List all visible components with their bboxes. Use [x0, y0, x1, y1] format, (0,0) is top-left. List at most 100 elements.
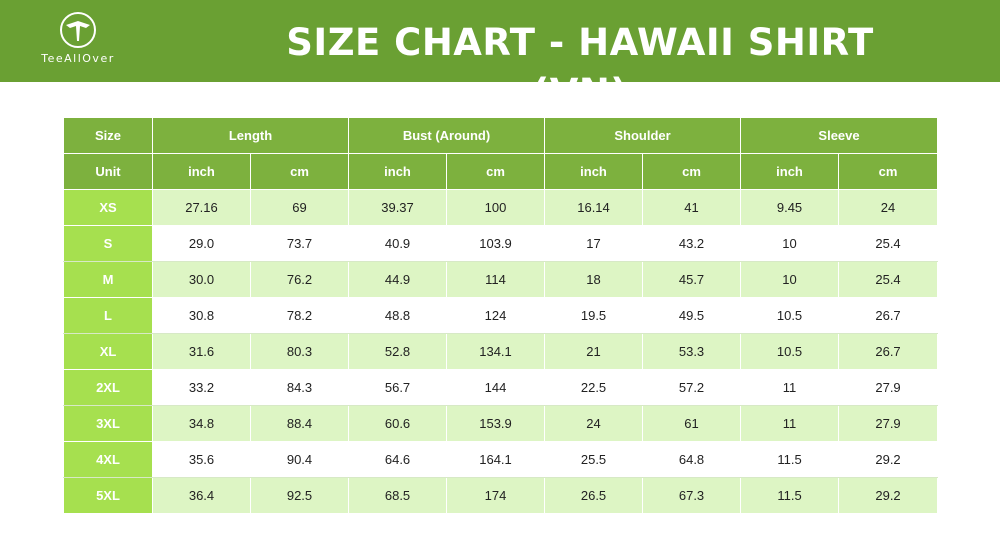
cell-sleeve-cm: 25.4 [838, 225, 939, 262]
table-row: L 30.8 78.2 48.8 124 19.5 49.5 10.5 26.7 [63, 297, 939, 334]
cell-sleeve-cm: 27.9 [838, 405, 939, 442]
cell-length-inch: 33.2 [152, 369, 251, 406]
cell-shoulder-inch: 16.14 [544, 189, 644, 226]
cell-bust-inch: 68.5 [348, 477, 448, 514]
cell-bust-inch: 44.9 [348, 261, 448, 298]
cell-shoulder-cm: 43.2 [642, 225, 742, 262]
cell-sleeve-cm: 29.2 [838, 477, 939, 514]
cell-bust-cm: 100 [446, 189, 546, 226]
cell-shoulder-cm: 67.3 [642, 477, 742, 514]
cell-sleeve-cm: 27.9 [838, 369, 939, 406]
unit-sleeve-cm: cm [838, 153, 939, 190]
cell-length-inch: 31.6 [152, 333, 251, 370]
cell-bust-cm: 174 [446, 477, 546, 514]
cell-shoulder-cm: 57.2 [642, 369, 742, 406]
table-row: 2XL 33.2 84.3 56.7 144 22.5 57.2 11 27.9 [63, 369, 939, 406]
cell-shoulder-cm: 49.5 [642, 297, 742, 334]
cell-length-cm: 90.4 [249, 441, 350, 478]
cell-sleeve-inch: 11 [740, 369, 840, 406]
unit-length-cm: cm [249, 153, 350, 190]
header-sleeve: Sleeve [740, 117, 939, 154]
table-row: 4XL 35.6 90.4 64.6 164.1 25.5 64.8 11.5 29.2 [63, 441, 939, 478]
cell-bust-inch: 39.37 [348, 189, 448, 226]
cell-bust-cm: 144 [446, 369, 546, 406]
unit-shoulder-cm: cm [642, 153, 742, 190]
table-row: S 29.0 73.7 40.9 103.9 17 43.2 10 25.4 [63, 225, 939, 262]
cell-sleeve-cm: 24 [838, 189, 939, 226]
table-row: M 30.0 76.2 44.9 114 18 45.7 10 25.4 [63, 261, 939, 298]
cell-bust-inch: 64.6 [348, 441, 448, 478]
cell-sleeve-cm: 26.7 [838, 297, 939, 334]
unit-bust-inch: inch [348, 153, 448, 190]
cell-sleeve-inch: 9.45 [740, 189, 840, 226]
brand-logo: TeeAllOver [30, 10, 126, 76]
table-row: XS 27.16 69 39.37 100 16.14 41 9.45 24 [63, 189, 939, 226]
cell-shoulder-cm: 61 [642, 405, 742, 442]
cell-sleeve-inch: 10.5 [740, 297, 840, 334]
cell-length-cm: 80.3 [249, 333, 350, 370]
unit-bust-cm: cm [446, 153, 546, 190]
cell-size: M [63, 261, 153, 298]
brand-name: TeeAllOver [41, 52, 115, 65]
cell-shoulder-inch: 17 [544, 225, 644, 262]
cell-shoulder-cm: 41 [642, 189, 742, 226]
cell-length-inch: 30.8 [152, 297, 251, 334]
size-chart-table: Size Length Bust (Around) Shoulder Sleev… [63, 117, 939, 514]
cell-size: XL [63, 333, 153, 370]
cell-size: 5XL [63, 477, 153, 514]
cell-sleeve-cm: 25.4 [838, 261, 939, 298]
cell-bust-cm: 164.1 [446, 441, 546, 478]
cell-length-inch: 34.8 [152, 405, 251, 442]
unit-header-row: Unit inch cm inch cm inch cm inch cm [63, 153, 939, 190]
unit-length-inch: inch [152, 153, 251, 190]
cell-bust-inch: 60.6 [348, 405, 448, 442]
cell-bust-inch: 48.8 [348, 297, 448, 334]
cell-length-cm: 78.2 [249, 297, 350, 334]
cell-shoulder-cm: 64.8 [642, 441, 742, 478]
cell-sleeve-cm: 29.2 [838, 441, 939, 478]
size-rows: XS 27.16 69 39.37 100 16.14 41 9.45 24 S 29.0 73.7 4… [63, 189, 939, 514]
tee-arrow-logo-icon [60, 12, 96, 48]
cell-size: S [63, 225, 153, 262]
cell-shoulder-cm: 53.3 [642, 333, 742, 370]
cell-length-inch: 35.6 [152, 441, 251, 478]
cell-length-inch: 36.4 [152, 477, 251, 514]
cell-length-cm: 92.5 [249, 477, 350, 514]
cell-length-cm: 73.7 [249, 225, 350, 262]
header-shoulder: Shoulder [544, 117, 742, 154]
header-bust: Bust (Around) [348, 117, 546, 154]
cell-shoulder-cm: 45.7 [642, 261, 742, 298]
cell-length-inch: 29.0 [152, 225, 251, 262]
cell-bust-inch: 56.7 [348, 369, 448, 406]
cell-sleeve-inch: 11.5 [740, 477, 840, 514]
cell-size: 4XL [63, 441, 153, 478]
cell-sleeve-inch: 10 [740, 225, 840, 262]
cell-length-inch: 30.0 [152, 261, 251, 298]
cell-length-cm: 88.4 [249, 405, 350, 442]
cell-bust-inch: 52.8 [348, 333, 448, 370]
page-title: SIZE CHART - HAWAII SHIRT (VN) [286, 21, 874, 114]
cell-bust-cm: 114 [446, 261, 546, 298]
cell-bust-cm: 124 [446, 297, 546, 334]
unit-label: Unit [63, 153, 153, 190]
cell-shoulder-inch: 24 [544, 405, 644, 442]
cell-sleeve-cm: 26.7 [838, 333, 939, 370]
header-length: Length [151, 117, 350, 154]
cell-length-cm: 69 [249, 189, 350, 226]
cell-size: 3XL [63, 405, 153, 442]
unit-shoulder-inch: inch [544, 153, 644, 190]
cell-shoulder-inch: 26.5 [544, 477, 644, 514]
unit-sleeve-inch: inch [740, 153, 840, 190]
cell-length-inch: 27.16 [152, 189, 251, 226]
cell-shoulder-inch: 19.5 [544, 297, 644, 334]
cell-shoulder-inch: 25.5 [544, 441, 644, 478]
cell-length-cm: 84.3 [249, 369, 350, 406]
cell-bust-inch: 40.9 [348, 225, 448, 262]
table-row: 3XL 34.8 88.4 60.6 153.9 24 61 11 27.9 [63, 405, 939, 442]
cell-size: L [63, 297, 153, 334]
cell-sleeve-inch: 11 [740, 405, 840, 442]
cell-sleeve-inch: 10 [740, 261, 840, 298]
cell-shoulder-inch: 22.5 [544, 369, 644, 406]
table-row: XL 31.6 80.3 52.8 134.1 21 53.3 10.5 26.7 [63, 333, 939, 370]
cell-length-cm: 76.2 [249, 261, 350, 298]
